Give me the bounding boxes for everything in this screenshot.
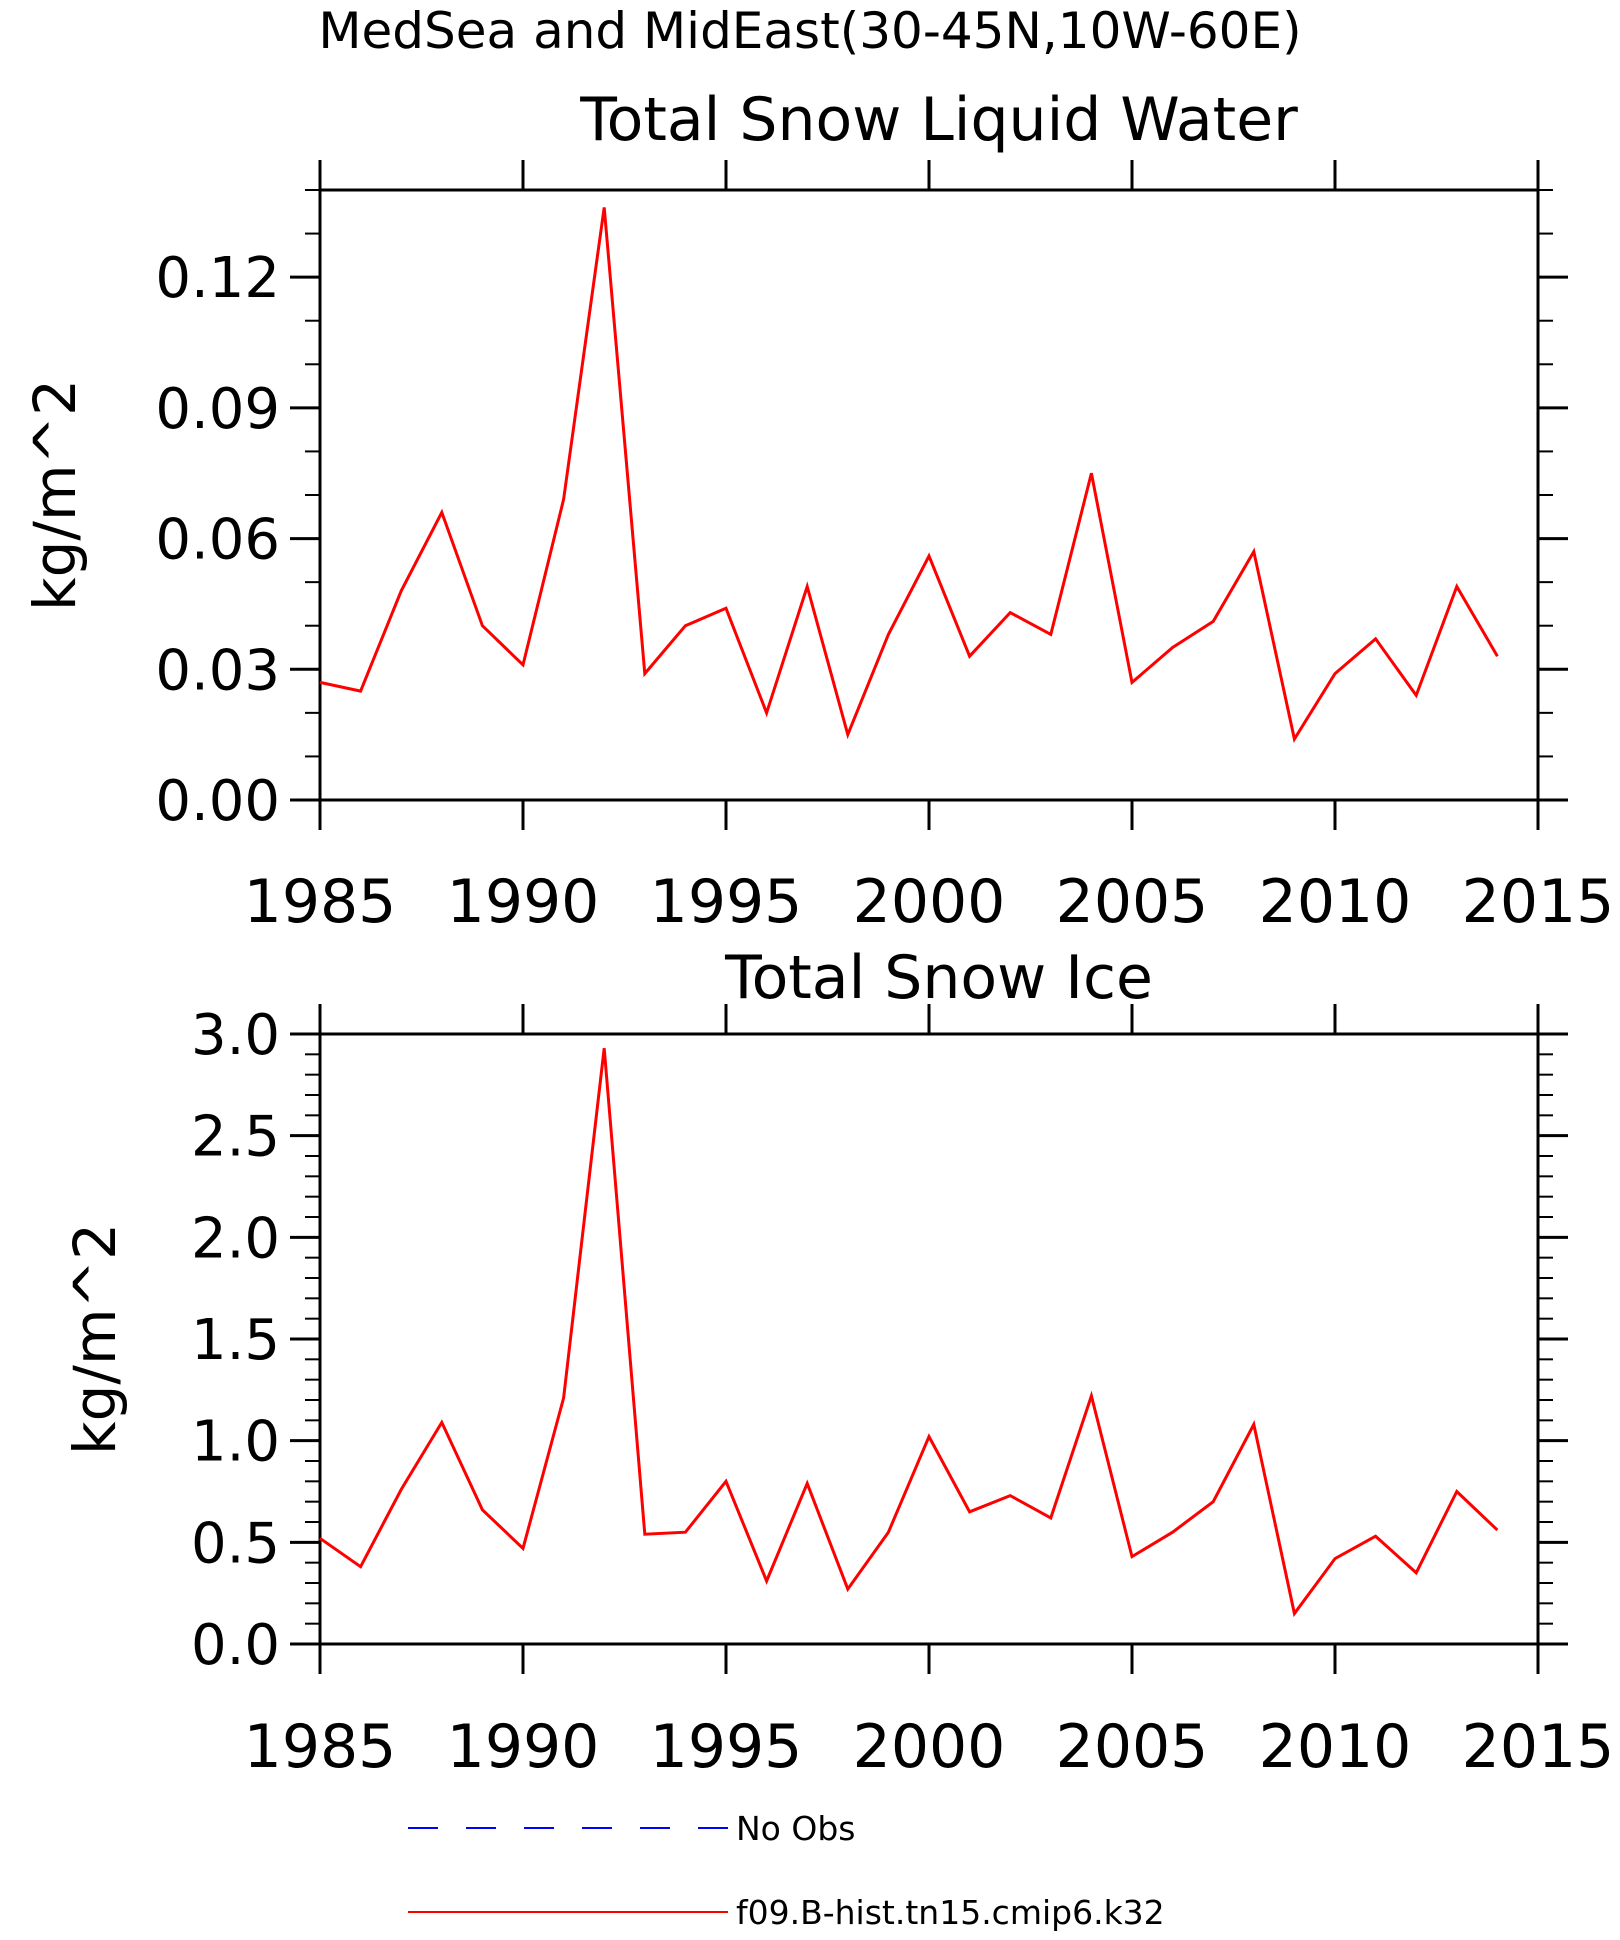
plot-frame: [318, 1032, 1540, 1646]
y-axis-label: kg/m^2: [21, 379, 89, 611]
x-tick-label: 2010: [1259, 1712, 1412, 1782]
y-tick-label: 0.06: [155, 508, 280, 573]
y-tick-label: 0.5: [191, 1511, 280, 1576]
panel-1: Total Snow Liquid Water 1985 1990 1995 2000 2…: [21, 85, 1614, 937]
panel-title: Total Snow Ice: [724, 943, 1153, 1013]
x-tick-label: 1990: [447, 867, 600, 937]
x-tick-label: 1985: [244, 867, 397, 937]
legend-label: No Obs: [736, 1809, 855, 1848]
y-tick-label: 2.0: [191, 1206, 280, 1271]
y-tick-label: 0.09: [155, 377, 280, 442]
y-axis-label: kg/m^2: [61, 1223, 129, 1455]
x-tick-label: 2015: [1462, 867, 1615, 937]
series-line-1: [319, 1048, 1499, 1618]
x-tick-label: 2000: [853, 1712, 1006, 1782]
y-tick-label: 0.12: [155, 246, 280, 311]
y-tick-label: 3.0: [191, 1003, 280, 1068]
figure-title: MedSea and MidEast(30-45N,10W-60E): [318, 2, 1301, 60]
legend-label: f09.B-hist.tn15.cmip6.k32: [736, 1893, 1165, 1932]
x-tick-label: 2015: [1462, 1712, 1615, 1782]
y-tick-label: 0.0: [191, 1613, 280, 1678]
y-tick-label: 0.03: [155, 638, 280, 703]
y-tick-label: 0.00: [155, 769, 280, 834]
x-tick-label: 2005: [1056, 867, 1209, 937]
x-tick-label: 1995: [650, 867, 803, 937]
x-tick-label: 2005: [1056, 1712, 1209, 1782]
series-line-1: [319, 207, 1499, 743]
x-tick-label: 1995: [650, 1712, 803, 1782]
y-tick-label: 1.0: [191, 1410, 280, 1475]
x-tick-label: 2000: [853, 867, 1006, 937]
panel-title: Total Snow Liquid Water: [579, 85, 1298, 155]
x-tick-label: 2010: [1259, 867, 1412, 937]
plot-frame: [318, 188, 1540, 802]
panel-2: Total Snow Ice 1985 1990 1995 2000 2005 2010 20…: [61, 943, 1614, 1782]
y-tick-label: 2.5: [191, 1105, 280, 1170]
x-tick-label: 1985: [244, 1712, 397, 1782]
x-tick-label: 1990: [447, 1712, 600, 1782]
legend: No Obs f09.B-hist.tn15.cmip6.k32: [408, 1809, 1165, 1932]
y-tick-label: 1.5: [191, 1308, 280, 1373]
